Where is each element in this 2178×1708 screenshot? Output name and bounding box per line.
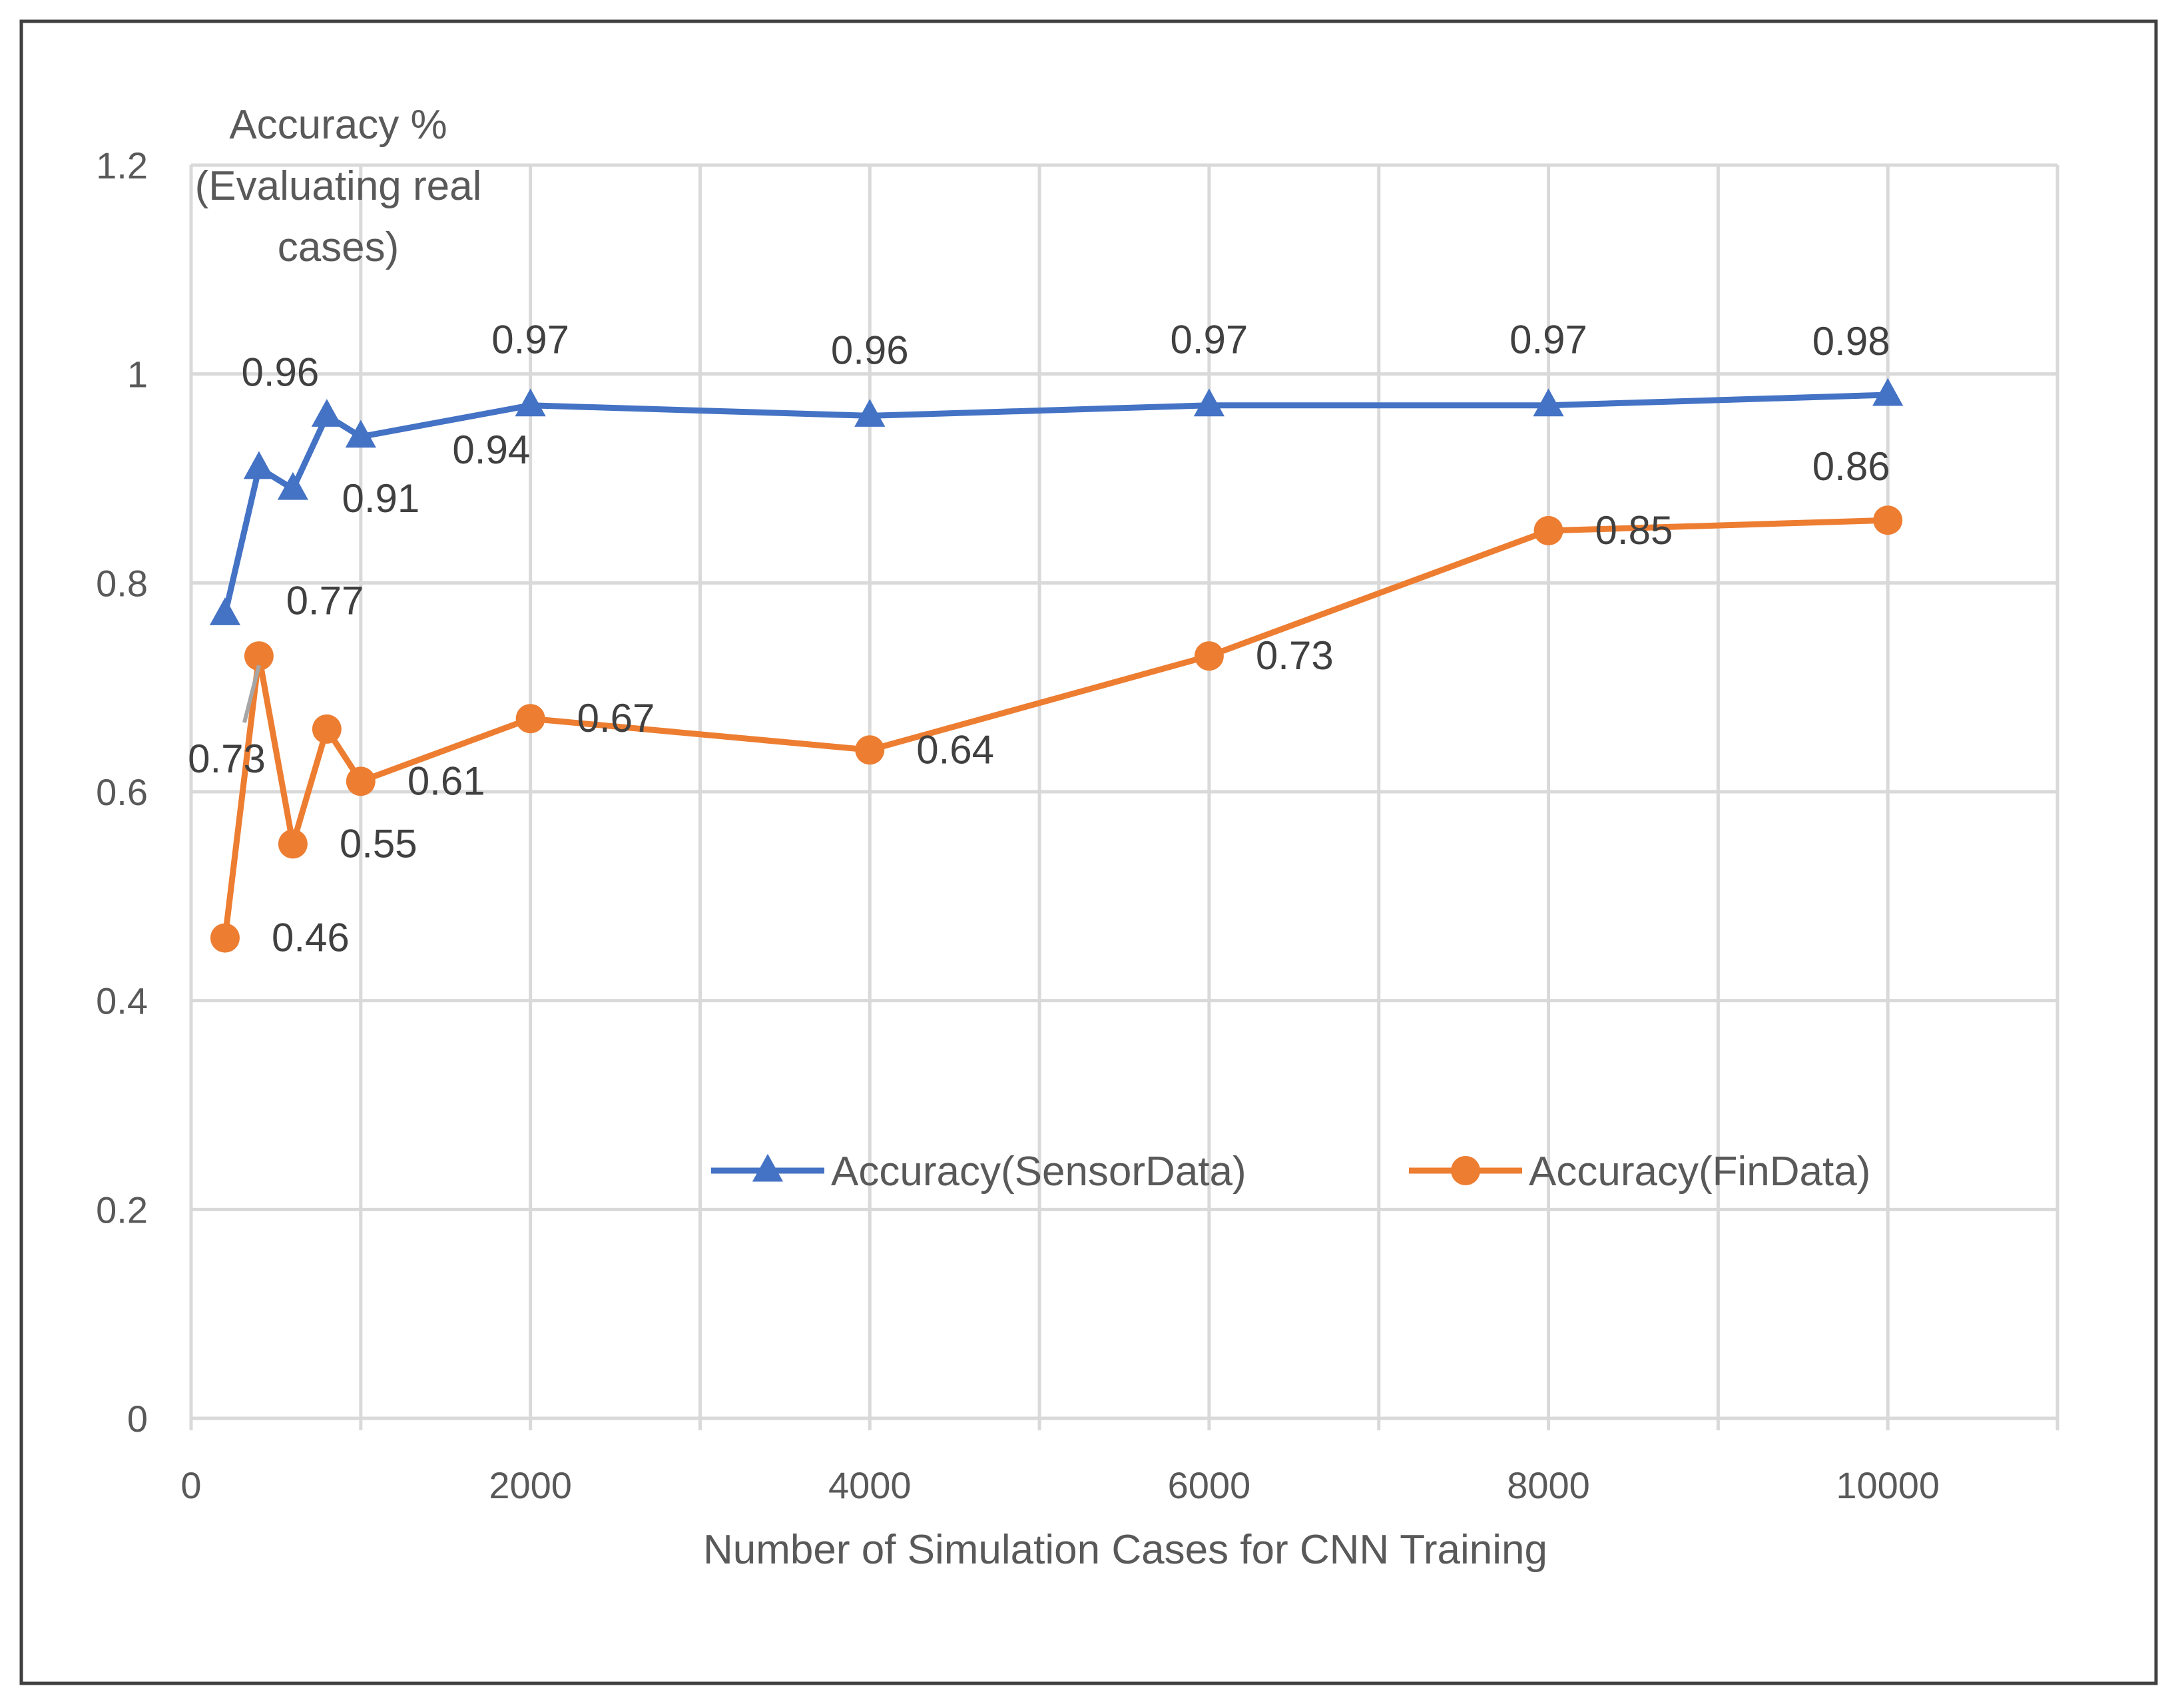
x-tick-label: 4000 xyxy=(828,1464,912,1506)
x-axis-title: Number of Simulation Cases for CNN Train… xyxy=(703,1527,1547,1573)
data-point xyxy=(1533,515,1563,545)
data-label: 0.97 xyxy=(1171,318,1248,362)
series-sensor-data xyxy=(209,378,1904,625)
x-tick-label: 10000 xyxy=(1836,1464,1940,1506)
series-fin-data xyxy=(210,505,1903,953)
data-label: 0.85 xyxy=(1595,508,1673,553)
y-axis-title-line: Accuracy % xyxy=(229,102,447,148)
data-point xyxy=(346,766,376,796)
data-point xyxy=(1872,378,1904,406)
y-tick-label: 0.6 xyxy=(96,771,148,813)
data-point xyxy=(515,704,545,734)
axes: 0 0.2 0.4 0.6 0.8 1 1.2 0 2000 4000 6000 8000 10000 N… xyxy=(96,102,2059,1573)
data-label: 0.61 xyxy=(408,758,485,803)
data-point xyxy=(1533,388,1564,417)
y-tick-label: 1 xyxy=(127,354,148,396)
data-series xyxy=(209,378,1904,953)
data-point xyxy=(1873,505,1903,535)
legend-entry: Accuracy(SensorData) xyxy=(711,1149,1246,1195)
data-label: 0.97 xyxy=(1509,318,1587,362)
data-label: 0.94 xyxy=(452,427,530,472)
data-label: 0.98 xyxy=(1812,319,1890,364)
data-point xyxy=(244,641,274,671)
leader-line xyxy=(242,665,261,723)
data-point xyxy=(209,597,241,625)
legend-entry: Accuracy(FinData) xyxy=(1409,1149,1870,1195)
y-tick-label: 0.4 xyxy=(96,980,148,1022)
data-label: 0.86 xyxy=(1812,444,1890,489)
gridlines xyxy=(189,163,2059,1420)
legend: Accuracy(SensorData) Accuracy(FinData) xyxy=(711,1149,1870,1195)
data-point xyxy=(243,451,275,479)
data-label: 0.64 xyxy=(916,727,994,772)
data-label: 0.97 xyxy=(491,318,569,362)
data-label: 0.67 xyxy=(577,696,655,740)
data-point xyxy=(515,388,546,417)
chart-border xyxy=(19,19,2158,1685)
data-label: 0.96 xyxy=(831,328,909,372)
circle-marker-icon xyxy=(1451,1156,1480,1185)
data-label: 0.73 xyxy=(1256,633,1334,678)
data-label: 0.55 xyxy=(340,821,417,866)
y-tick-label: 0.2 xyxy=(96,1189,148,1231)
y-axis-title-line: (Evaluating real xyxy=(195,163,482,209)
data-label: 0.91 xyxy=(342,476,420,521)
data-point xyxy=(312,714,342,744)
y-tick-label: 0 xyxy=(127,1398,148,1440)
x-tick-label: 8000 xyxy=(1507,1464,1590,1506)
data-point xyxy=(277,471,308,500)
x-tick-label: 2000 xyxy=(489,1464,572,1506)
y-axis-title-line: cases) xyxy=(278,224,400,270)
data-labels: 0.77 0.91 0.96 0.94 0.97 0.96 0.97 0.97 0.98 0.46… xyxy=(188,318,1890,960)
data-point xyxy=(1194,641,1224,671)
data-point xyxy=(210,923,240,953)
data-point xyxy=(311,399,342,427)
data-point xyxy=(345,420,376,448)
data-point xyxy=(854,399,886,427)
triangle-marker-icon xyxy=(752,1153,784,1182)
legend-label: Accuracy(FinData) xyxy=(1529,1149,1870,1195)
series-line xyxy=(222,517,1891,942)
data-label: 0.46 xyxy=(272,916,350,960)
series-line xyxy=(222,392,1891,617)
data-point xyxy=(278,829,308,859)
x-tick-label: 6000 xyxy=(1168,1464,1251,1506)
y-tick-label: 1.2 xyxy=(96,144,148,186)
data-label: 0.77 xyxy=(286,578,364,623)
data-point xyxy=(855,735,885,765)
data-point xyxy=(1193,388,1225,417)
y-tick-label: 0.8 xyxy=(96,562,148,604)
data-label: 0.73 xyxy=(188,736,266,781)
x-tick-label: 0 xyxy=(180,1464,201,1506)
data-label: 0.96 xyxy=(241,350,319,394)
legend-label: Accuracy(SensorData) xyxy=(831,1149,1246,1195)
